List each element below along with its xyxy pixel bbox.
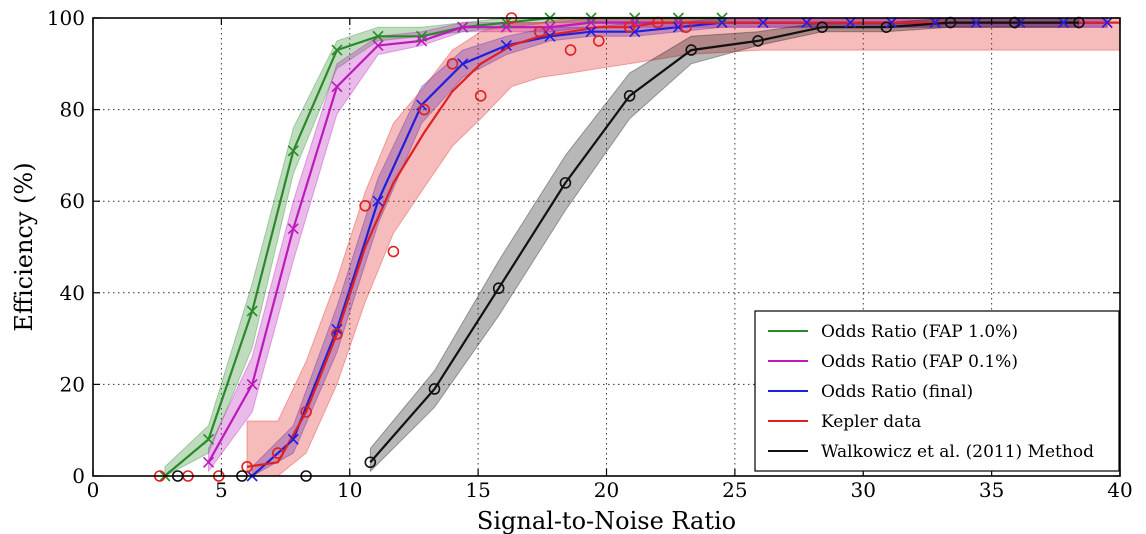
y-axis-label: Efficiency (%): [10, 162, 38, 331]
legend-label-1: Odds Ratio (FAP 0.1%): [821, 352, 1018, 372]
series-point-0: [416, 30, 428, 42]
series-point-0: [331, 44, 343, 56]
series-point-2: [287, 433, 299, 445]
legend-label-2: Odds Ratio (final): [821, 382, 973, 402]
series-point-3: [331, 328, 343, 340]
series-point-4: [364, 456, 377, 469]
y-tick-label: 40: [60, 281, 85, 305]
y-tick-label: 100: [47, 6, 85, 30]
legend-label-4: Walkowicz et al. (2011) Method: [821, 442, 1094, 462]
series-point-1: [372, 39, 384, 52]
series-point-4: [752, 35, 764, 47]
legend: Odds Ratio (FAP 1.0%) Odds Ratio (FAP 0.1…: [754, 310, 1120, 472]
series-point-2: [544, 30, 556, 42]
axis-ticks: 0 5 10 15 20 25 30 35 40 0 20 40 60 80 100: [47, 6, 1133, 502]
series-point-2: [1057, 17, 1070, 29]
series-point-4: [685, 44, 698, 56]
series-markers: [153, 12, 1113, 482]
series-line-3: [246, 21, 1120, 468]
series-point-3: [241, 461, 253, 473]
series-point-3: [387, 245, 400, 258]
series-point-4: [880, 21, 893, 33]
x-tick-label: 35: [979, 478, 1004, 502]
series-point-1: [629, 17, 641, 29]
series-point-0: [287, 145, 299, 157]
series-point-3: [359, 199, 371, 212]
series-point-4: [816, 21, 828, 33]
series-point-3: [418, 103, 431, 116]
x-tick-label: 30: [851, 478, 876, 502]
x-tick-label: 0: [87, 478, 100, 502]
series-point-1: [500, 21, 512, 33]
series-point-0: [202, 433, 215, 445]
series-point-2: [757, 17, 769, 29]
series-point-2: [500, 39, 512, 52]
series-point-4: [492, 282, 505, 295]
series-line-4: [369, 21, 1079, 464]
series-point-3: [680, 21, 692, 33]
series-point-3: [592, 35, 605, 47]
series-point-4: [428, 383, 441, 395]
x-tick-label: 20: [594, 478, 619, 502]
legend-box: [754, 310, 1120, 472]
y-tick-label: 20: [60, 372, 85, 396]
x-tick-label: 5: [215, 478, 228, 502]
series-point-3: [564, 44, 577, 56]
series-point-0: [500, 17, 512, 29]
series-point-1: [457, 21, 469, 33]
legend-label-3: Kepler data: [821, 412, 921, 432]
series-point-4: [559, 177, 572, 189]
series-point-3: [446, 57, 459, 70]
series-point-3: [533, 25, 546, 38]
series-point-3: [300, 406, 312, 418]
series-point-2: [457, 58, 469, 70]
series-point-3: [623, 21, 636, 33]
series-point-2: [801, 17, 813, 29]
series-point-1: [331, 81, 343, 93]
series-point-1: [416, 35, 428, 47]
series-point-1: [287, 223, 299, 235]
series-point-2: [970, 17, 982, 29]
series-point-2: [844, 17, 856, 29]
series-band-1: [208, 17, 1108, 473]
series-point-2: [885, 17, 898, 29]
series-point-2: [585, 26, 597, 38]
series-point-1: [202, 456, 215, 468]
series-point-0: [246, 305, 258, 317]
series-point-2: [929, 17, 941, 29]
series-point-0: [372, 30, 384, 42]
x-tick-label: 40: [1107, 478, 1132, 502]
series-point-3: [272, 447, 284, 459]
series-point-3: [474, 90, 487, 102]
legend-label-0: Odds Ratio (FAP 1.0%): [821, 322, 1018, 342]
y-tick-label: 60: [60, 189, 85, 213]
x-tick-label: 25: [722, 478, 747, 502]
series-point-1: [544, 21, 556, 33]
series-point-1: [585, 17, 597, 29]
x-tick-label: 15: [465, 478, 490, 502]
series-point-2: [716, 17, 728, 29]
x-tick-label: 10: [337, 478, 362, 502]
series-point-2: [629, 26, 641, 38]
x-axis-label: Signal-to-Noise Ratio: [477, 507, 736, 534]
y-tick-label: 80: [60, 98, 85, 122]
series-point-1: [246, 378, 258, 390]
series-point-4: [623, 90, 636, 102]
grid-lines: [93, 18, 1120, 476]
series-point-2: [1101, 17, 1113, 29]
y-tick-label: 0: [72, 464, 85, 488]
series-point-2: [372, 195, 384, 207]
